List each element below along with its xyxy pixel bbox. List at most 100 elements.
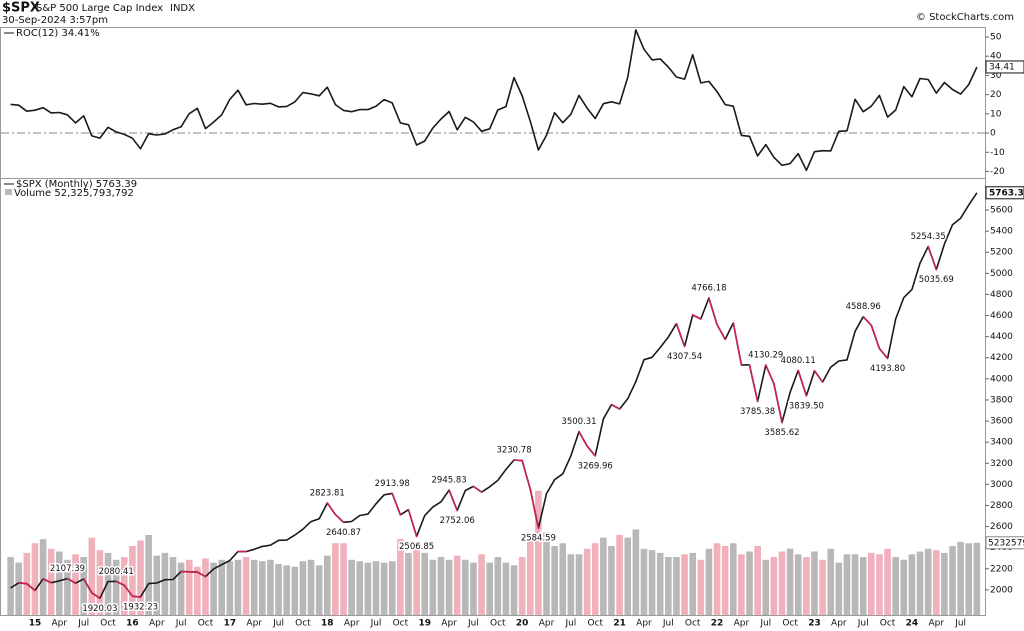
last-value-box <box>985 60 1024 74</box>
index-name: S&P 500 Large Cap Index <box>36 3 163 14</box>
y-tick-label: 3400 <box>990 438 1013 448</box>
x-tick-label: 15 <box>29 619 42 629</box>
x-tick-label: Jul <box>77 619 89 629</box>
volume-bar <box>307 559 315 615</box>
volume-bar <box>315 565 323 615</box>
volume-bar <box>762 559 770 615</box>
x-tick-label: Oct <box>295 619 311 629</box>
volume-bar <box>794 554 802 615</box>
x-tick-label: Jul <box>857 619 869 629</box>
value-label: 4766.18 <box>691 284 726 294</box>
volume-value: 52325793792 <box>988 538 1024 548</box>
volume-bar <box>559 543 567 615</box>
volume-bar <box>543 532 550 615</box>
volume-bar <box>729 543 737 615</box>
down-segment <box>878 347 889 360</box>
volume-bar <box>7 557 14 615</box>
volume-bar <box>721 546 729 615</box>
volume-bar <box>486 562 493 615</box>
x-tick-label: Apr <box>539 619 555 629</box>
y-tick-label: 50 <box>990 33 1002 43</box>
down-segment <box>732 322 743 366</box>
volume-bar <box>15 562 23 615</box>
volume-bar <box>283 565 290 615</box>
volume-bar <box>932 550 940 615</box>
volume-bar <box>510 565 518 615</box>
volume-bar <box>380 562 388 615</box>
symbol: $SPX <box>2 1 40 16</box>
y-tick-label: -20 <box>990 167 1005 177</box>
down-segment <box>578 430 588 447</box>
volume-bar <box>185 559 193 615</box>
x-tick-label: Jul <box>954 619 966 629</box>
down-segment <box>42 578 53 584</box>
volume-bar <box>705 548 713 615</box>
volume-bar <box>56 551 63 615</box>
volume-bar <box>924 548 932 615</box>
volume-bar <box>129 546 136 615</box>
volume-bar <box>372 561 380 615</box>
roc-frame <box>0 27 986 179</box>
volume-bar <box>518 557 526 615</box>
y-tick-label: 4000 <box>990 374 1013 384</box>
volume-bar <box>177 562 185 615</box>
volume-bar <box>600 537 607 615</box>
down-segment <box>610 403 621 410</box>
volume-bar <box>397 539 404 615</box>
x-tick-label: 24 <box>906 619 919 629</box>
volume-bar <box>429 559 437 615</box>
volume-bar <box>39 539 47 615</box>
y-tick-label: 5400 <box>990 227 1013 237</box>
x-tick-label: Jul <box>175 619 187 629</box>
x-tick-label: Apr <box>636 619 652 629</box>
volume-bar <box>153 555 161 615</box>
x-tick-label: Jul <box>759 619 771 629</box>
down-segment <box>91 592 101 600</box>
y-tick-label: 30 <box>990 71 1002 81</box>
volume-bar <box>965 543 973 615</box>
volume-bar <box>624 537 632 615</box>
down-segment <box>334 513 345 524</box>
down-segment <box>82 578 93 594</box>
volume-bar <box>526 534 534 615</box>
volume-bar <box>388 561 396 615</box>
down-segment <box>586 445 597 457</box>
value-label: 4307.54 <box>667 352 702 362</box>
y-tick-label: -10 <box>990 148 1005 158</box>
volume-bar <box>665 557 672 615</box>
volume-bar <box>364 562 372 615</box>
volume-bar <box>941 552 948 615</box>
volume-bar <box>421 552 429 615</box>
volume-bar <box>445 559 453 615</box>
down-segment <box>870 324 881 350</box>
volume-bar <box>648 550 656 615</box>
volume-bar <box>835 562 843 615</box>
y-tick-label: 2800 <box>990 501 1013 511</box>
down-segment <box>927 245 938 271</box>
y-tick-label: 3000 <box>990 480 1013 490</box>
volume-bar <box>250 559 258 615</box>
volume-bar <box>957 541 964 615</box>
last-value: 34.41 <box>989 62 1015 72</box>
volume-bar <box>194 566 201 615</box>
x-tick-label: Jul <box>370 619 382 629</box>
volume-bar <box>494 557 502 615</box>
down-segment <box>764 364 775 385</box>
price-legend: $SPX (Monthly) 5763.39 <box>16 179 137 190</box>
volume-bar <box>470 562 477 615</box>
volume-bar <box>851 554 859 615</box>
volume-bar <box>218 559 226 615</box>
down-segment <box>748 364 759 403</box>
line <box>10 192 978 600</box>
x-tick-label: Jul <box>272 619 284 629</box>
x-tick-label: 17 <box>224 619 237 629</box>
volume-bar <box>535 490 542 615</box>
y-tick-label: 5200 <box>990 248 1013 258</box>
value-label: 2107.39 <box>50 564 85 574</box>
x-tick-label: Apr <box>734 619 750 629</box>
volume-bar <box>608 546 615 615</box>
y-tick-label: 3800 <box>990 395 1013 405</box>
volume-bar <box>72 554 79 615</box>
x-tick-label: Oct <box>490 619 506 629</box>
